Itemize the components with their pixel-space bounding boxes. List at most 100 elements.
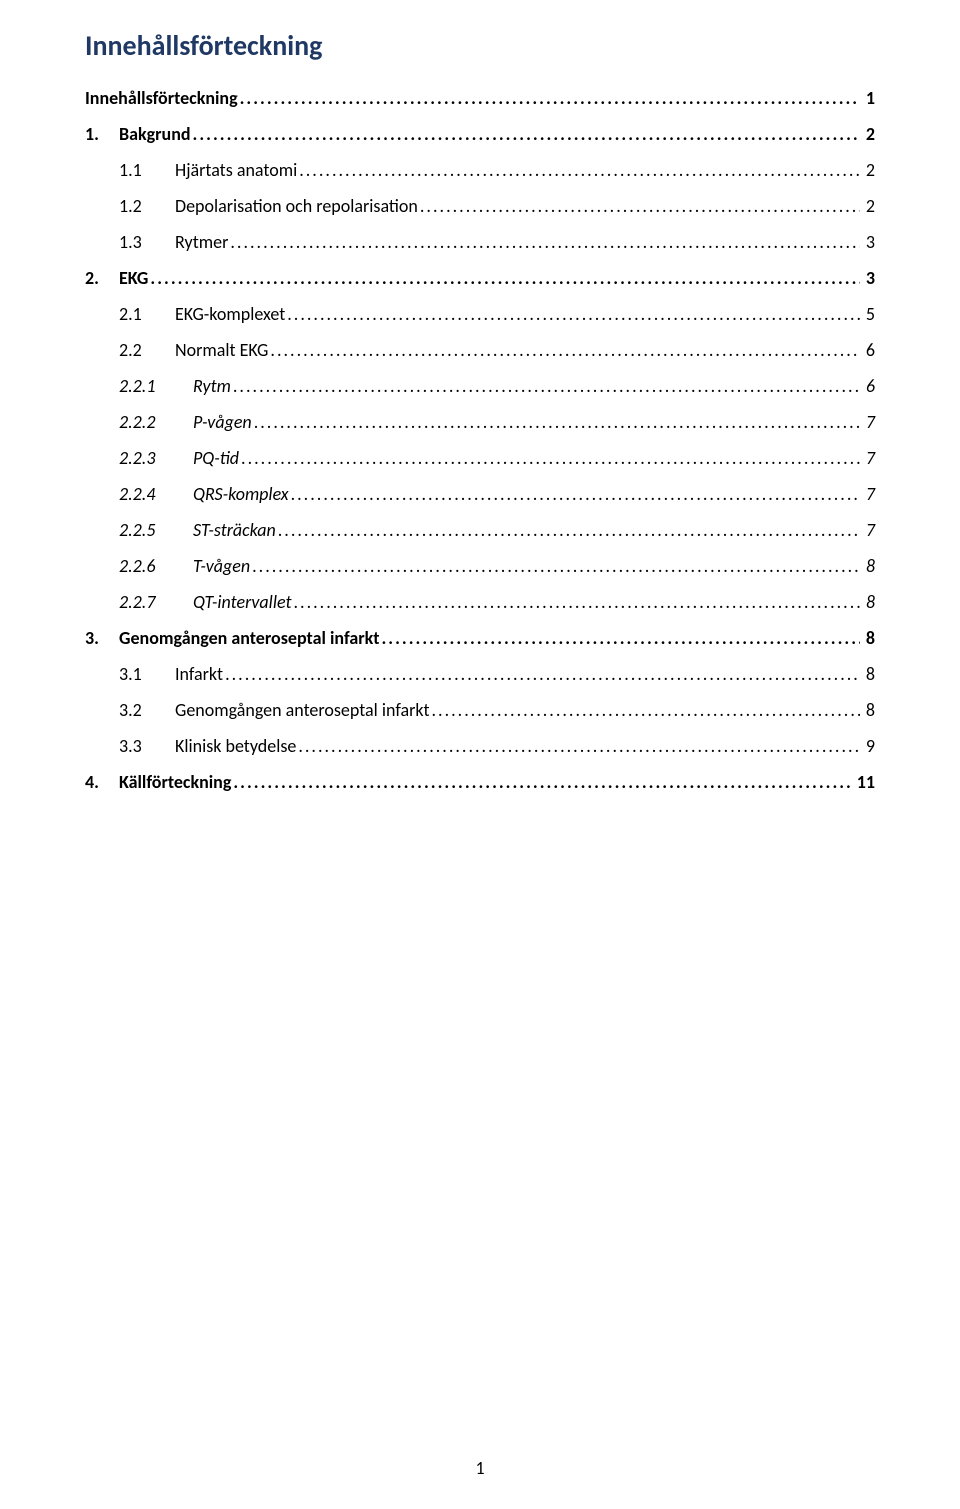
toc-entry-label: Klinisk betydelse (175, 737, 296, 755)
toc-entry-number: 2.2.1 (119, 377, 193, 395)
toc-entry: 2.2.1Rytm 6 (85, 377, 875, 395)
toc-entry: 3.Genomgången anteroseptal infarkt 8 (85, 629, 875, 647)
toc-entry-label: P-vågen (193, 413, 252, 431)
toc-leader-dots (225, 665, 860, 683)
toc-entry-number: 2.2.7 (119, 593, 193, 611)
toc-leader-dots (291, 485, 860, 503)
toc-entry-number: 2. (85, 269, 119, 287)
toc-entry: 1.3Rytmer 3 (85, 233, 875, 251)
toc-entry-page: 7 (862, 413, 875, 431)
toc-entry-page: 9 (862, 737, 875, 755)
toc-leader-dots (298, 737, 860, 755)
toc-leader-dots (299, 161, 860, 179)
toc-entry: 2.2.2P-vågen 7 (85, 413, 875, 431)
table-of-contents: Innehållsförteckning 11.Bakgrund 21.1Hjä… (85, 89, 875, 791)
toc-leader-dots (193, 125, 860, 143)
toc-entry-label: Depolarisation och repolarisation (175, 197, 418, 215)
toc-entry-number: 3.1 (119, 665, 175, 683)
toc-leader-dots (287, 305, 860, 323)
toc-entry-label: ST-sträckan (193, 521, 276, 539)
toc-entry-number: 2.2.5 (119, 521, 193, 539)
toc-leader-dots (252, 557, 860, 575)
toc-entry-page: 8 (862, 593, 875, 611)
toc-entry-page: 6 (862, 377, 875, 395)
toc-entry-page: 1 (862, 89, 875, 107)
toc-entry-label: Bakgrund (119, 125, 191, 143)
toc-entry-number: 2.2.2 (119, 413, 193, 431)
toc-entry-label: Källförteckning (119, 773, 231, 791)
toc-entry: 2.2.3PQ-tid 7 (85, 449, 875, 467)
page-number: 1 (0, 1457, 960, 1479)
toc-entry-number: 2.2.4 (119, 485, 193, 503)
toc-entry-page: 2 (862, 161, 875, 179)
toc-entry-label: Hjärtats anatomi (175, 161, 297, 179)
toc-entry-number: 3.2 (119, 701, 175, 719)
toc-entry-label: Rytmer (175, 233, 228, 251)
toc-entry-page: 7 (862, 485, 875, 503)
toc-entry-page: 2 (862, 125, 875, 143)
toc-entry-label: Genomgången anteroseptal infarkt (119, 629, 379, 647)
toc-entry-page: 8 (862, 629, 875, 647)
toc-entry-label: EKG (119, 269, 148, 287)
toc-leader-dots (150, 269, 859, 287)
toc-leader-dots (381, 629, 859, 647)
toc-entry: 1.2Depolarisation och repolarisation 2 (85, 197, 875, 215)
toc-entry-number: 1.1 (119, 161, 175, 179)
toc-entry-page: 8 (862, 665, 875, 683)
toc-entry: 3.1Infarkt 8 (85, 665, 875, 683)
toc-entry: 2.2.5ST-sträckan 7 (85, 521, 875, 539)
toc-entry: 2.2.6T-vågen 8 (85, 557, 875, 575)
toc-entry-number: 1.3 (119, 233, 175, 251)
toc-entry-page: 7 (862, 449, 875, 467)
toc-leader-dots (432, 701, 860, 719)
toc-entry: 4.Källförteckning 11 (85, 773, 875, 791)
toc-entry-page: 8 (862, 557, 875, 575)
toc-entry-label: Rytm (193, 377, 231, 395)
toc-entry: Innehållsförteckning 1 (85, 89, 875, 107)
toc-entry-label: T-vågen (193, 557, 250, 575)
toc-entry: 2.EKG 3 (85, 269, 875, 287)
toc-entry-number: 2.2 (119, 341, 175, 359)
toc-entry: 2.1EKG-komplexet 5 (85, 305, 875, 323)
toc-entry-page: 11 (853, 773, 875, 791)
toc-entry-page: 6 (862, 341, 875, 359)
toc-entry: 1.1Hjärtats anatomi 2 (85, 161, 875, 179)
toc-leader-dots (230, 233, 860, 251)
toc-leader-dots (254, 413, 860, 431)
toc-leader-dots (293, 593, 859, 611)
toc-entry-page: 7 (862, 521, 875, 539)
toc-leader-dots (233, 377, 860, 395)
toc-entry-number: 2.2.6 (119, 557, 193, 575)
toc-entry-label: Genomgången anteroseptal infarkt (175, 701, 430, 719)
toc-entry: 2.2.4QRS-komplex 7 (85, 485, 875, 503)
toc-entry-number: 4. (85, 773, 119, 791)
toc-entry-page: 5 (862, 305, 875, 323)
toc-entry-number: 3. (85, 629, 119, 647)
toc-entry-page: 3 (862, 269, 875, 287)
toc-entry: 1.Bakgrund 2 (85, 125, 875, 143)
toc-entry-page: 3 (862, 233, 875, 251)
toc-leader-dots (233, 773, 850, 791)
toc-entry-label: EKG-komplexet (175, 305, 285, 323)
toc-entry-label: QT-intervallet (193, 593, 291, 611)
toc-leader-dots (278, 521, 860, 539)
toc-entry-number: 2.1 (119, 305, 175, 323)
toc-entry: 2.2Normalt EKG 6 (85, 341, 875, 359)
toc-entry-number: 2.2.3 (119, 449, 193, 467)
document-page: Innehållsförteckning Innehållsförtecknin… (0, 0, 960, 1509)
toc-entry-number: 1. (85, 125, 119, 143)
page-title: Innehållsförteckning (85, 28, 875, 63)
toc-entry-number: 3.3 (119, 737, 175, 755)
toc-entry-page: 2 (862, 197, 875, 215)
toc-entry: 3.3Klinisk betydelse 9 (85, 737, 875, 755)
toc-entry: 2.2.7QT-intervallet 8 (85, 593, 875, 611)
toc-entry-page: 8 (862, 701, 875, 719)
toc-leader-dots (241, 449, 860, 467)
toc-entry-number: 1.2 (119, 197, 175, 215)
toc-leader-dots (420, 197, 860, 215)
toc-entry-label: QRS-komplex (193, 485, 289, 503)
toc-entry: 3.2Genomgången anteroseptal infarkt 8 (85, 701, 875, 719)
toc-entry-label: Innehållsförteckning (85, 89, 238, 107)
toc-entry-label: Infarkt (175, 665, 223, 683)
toc-entry-label: PQ-tid (193, 449, 239, 467)
